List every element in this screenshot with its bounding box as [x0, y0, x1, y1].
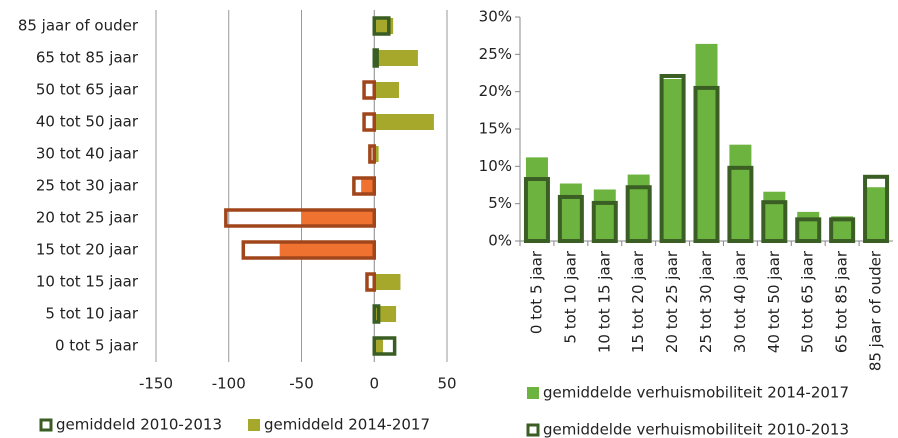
legend-swatch: [39, 418, 53, 432]
x-tick-label: 50 tot 65 jaar: [799, 250, 817, 353]
x-tick-label: -150: [139, 375, 173, 393]
bar-outline: [362, 80, 377, 100]
y-tick-label: 30%: [479, 8, 512, 26]
legend-label: gemiddeld 2010-2013: [56, 416, 222, 434]
x-tick-label: 5 tot 10 jaar: [561, 250, 579, 343]
x-tick-label: 15 tot 20 jaar: [629, 250, 647, 353]
x-tick-label: 0 tot 5 jaar: [527, 250, 545, 334]
bar: [374, 82, 399, 98]
bar-outline: [591, 200, 618, 243]
y-tick-label: 40 tot 50 jaar: [36, 113, 139, 131]
bar-outline: [761, 200, 788, 244]
x-tick-label: 65 tot 85 jaar: [833, 250, 851, 353]
bar-outline: [362, 112, 377, 132]
bar: [361, 178, 375, 194]
legend-label: gemiddeld 2014-2017: [264, 416, 430, 434]
x-tick-label: 85 jaar of ouder: [867, 250, 885, 371]
bar-outline: [241, 240, 376, 260]
bar: [627, 174, 650, 241]
bar: [661, 78, 684, 242]
bar-outline: [224, 208, 376, 228]
y-tick-label: 5%: [488, 194, 512, 212]
bar: [374, 274, 401, 290]
y-tick-label: 65 tot 85 jaar: [36, 49, 139, 67]
x-tick-label: -50: [289, 375, 314, 393]
y-tick-label: 20 tot 25 jaar: [36, 209, 139, 227]
y-tick-label: 15 tot 20 jaar: [36, 241, 139, 259]
bar: [374, 338, 383, 354]
legend-swatch: [526, 423, 540, 437]
y-tick-label: 5 tot 10 jaar: [45, 305, 138, 323]
y-tick-label: 50 tot 65 jaar: [36, 81, 139, 99]
bar-outline: [625, 185, 652, 244]
bar: [729, 144, 752, 241]
y-tick-label: 20%: [479, 82, 512, 100]
bar-outline: [523, 177, 550, 244]
bar: [525, 157, 548, 241]
bar-outline: [372, 48, 379, 68]
bar-outline: [557, 194, 584, 244]
y-tick-label: 25 tot 30 jaar: [36, 177, 139, 195]
bar-outline: [352, 176, 377, 196]
x-tick-label: 10 tot 15 jaar: [595, 250, 613, 353]
bar-outline: [368, 144, 377, 164]
x-tick-label: -100: [212, 375, 246, 393]
x-tick-label: 30 tot 40 jaar: [731, 250, 749, 353]
x-tick-label: 40 tot 50 jaar: [765, 250, 783, 353]
bar: [797, 211, 820, 241]
bar-outline: [863, 174, 890, 243]
bar: [559, 183, 582, 241]
bar-outline: [727, 165, 754, 243]
bar-outline: [365, 272, 377, 292]
x-tick-label: 25 tot 30 jaar: [697, 250, 715, 353]
x-tick-label: 50: [437, 375, 456, 393]
bar: [763, 191, 786, 241]
y-tick-label: 15%: [479, 120, 512, 138]
y-tick-label: 85 jaar of ouder: [18, 17, 139, 35]
bar-outline: [372, 336, 397, 356]
bar-outline: [829, 217, 856, 243]
bar: [279, 242, 375, 258]
bar-outline: [795, 217, 822, 243]
bar-outline: [659, 73, 686, 243]
legend-swatch: [248, 419, 260, 431]
y-tick-label: 0%: [488, 232, 512, 250]
bar-outline: [372, 304, 381, 324]
bar: [374, 50, 418, 66]
y-tick-label: 25%: [479, 45, 512, 63]
bar: [695, 43, 718, 241]
bar: [301, 210, 375, 226]
bar: [593, 189, 616, 241]
y-tick-label: 0 tot 5 jaar: [55, 337, 139, 355]
bar: [865, 187, 888, 241]
bar: [831, 216, 854, 241]
x-tick-label: 0: [369, 375, 379, 393]
bar-outline: [372, 16, 391, 36]
legend-swatch: [527, 387, 539, 399]
legend-label: gemiddelde verhuismobiliteit 2014-2017: [543, 384, 849, 402]
bar-outline: [693, 85, 720, 243]
y-tick-label: 10%: [479, 157, 512, 175]
bar: [374, 114, 434, 130]
bar: [374, 146, 379, 162]
legend-label: gemiddelde verhuismobiliteit 2010-2013: [543, 421, 849, 438]
y-tick-label: 30 tot 40 jaar: [36, 145, 139, 163]
y-tick-label: 10 tot 15 jaar: [36, 273, 139, 291]
x-tick-label: 20 tot 25 jaar: [663, 250, 681, 353]
